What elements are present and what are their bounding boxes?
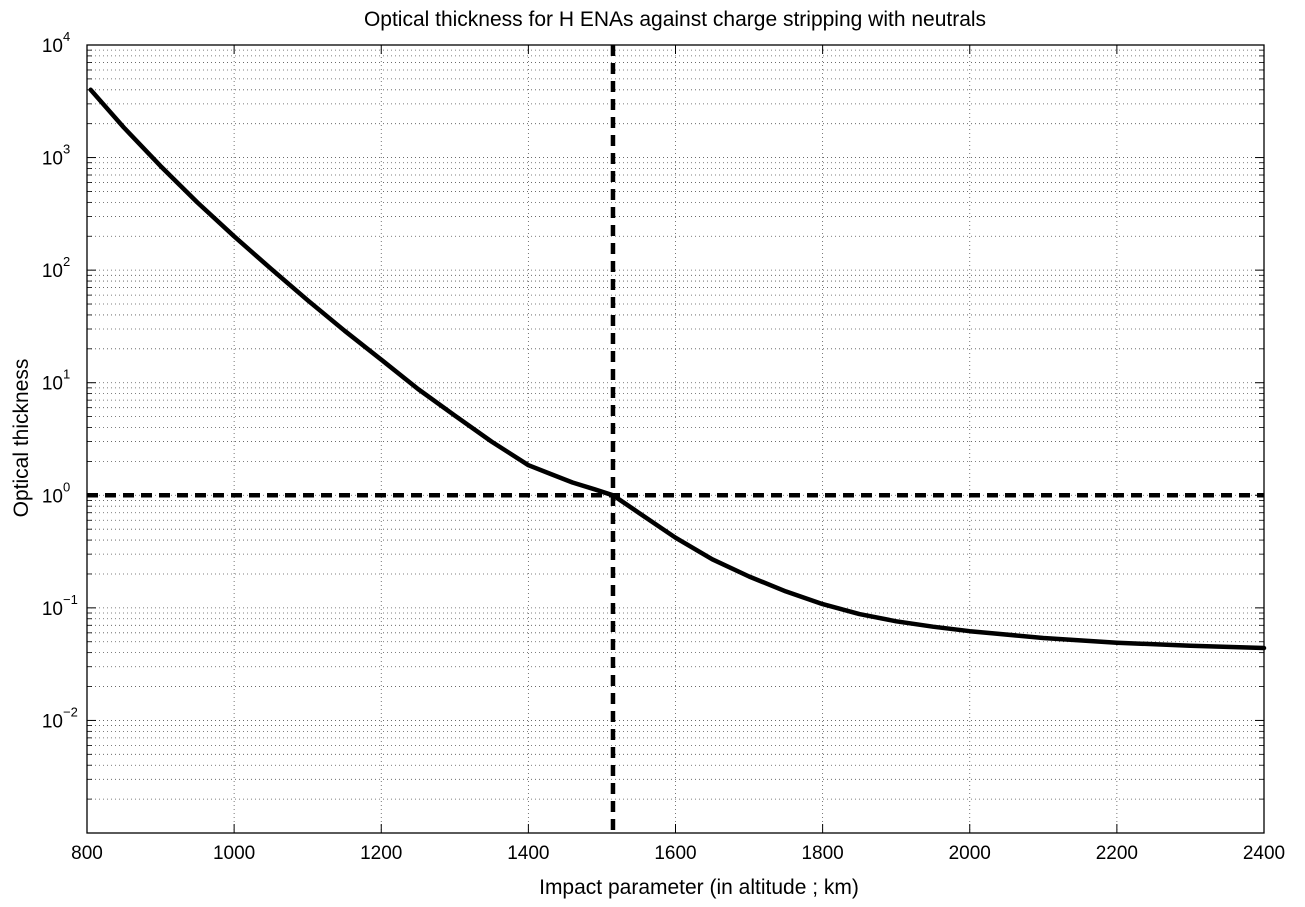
x-tick-label: 1800 <box>801 843 843 864</box>
y-tick-exponent: 2 <box>63 254 70 269</box>
x-tick-label: 2200 <box>1096 843 1138 864</box>
y-tick-label: 10 <box>42 599 63 620</box>
x-tick-label: 1600 <box>654 843 696 864</box>
series-layer <box>88 87 1267 651</box>
x-tick-labels: 800 1000 1200 1400 1600 1800 2000 2200 2400 <box>71 843 1285 864</box>
minor-gridlines <box>87 49 1264 800</box>
x-tick-label: 800 <box>71 843 103 864</box>
chart-title: Optical thickness for H ENAs against cha… <box>364 8 986 31</box>
y-tick-label: 10 <box>42 711 63 732</box>
y-tick-exponent: −1 <box>63 592 78 607</box>
x-tick-label: 1200 <box>360 843 402 864</box>
y-tick-exponent: 3 <box>63 142 70 157</box>
y-tick-exponent: 4 <box>63 29 70 44</box>
x-tick-label: 2400 <box>1243 843 1285 864</box>
y-tick-label: 10 <box>42 374 63 395</box>
x-axis-label: Impact parameter (in altitude ; km) <box>539 876 859 899</box>
x-tick-label: 1000 <box>213 843 255 864</box>
major-gridlines <box>87 45 1264 833</box>
series-line-1 <box>88 87 1267 651</box>
axis-ticks <box>86 45 1265 833</box>
y-tick-exponent: 0 <box>63 479 70 494</box>
y-tick-label: 10 <box>42 261 63 282</box>
y-tick-label: 10 <box>42 36 63 57</box>
y-tick-label: 10 <box>42 149 63 170</box>
plot-frame <box>86 44 1265 834</box>
y-axis-label: Optical thickness <box>10 359 33 518</box>
reference-lines <box>87 45 1264 833</box>
x-tick-label: 2000 <box>949 843 991 864</box>
y-tick-exponent: 1 <box>63 367 70 382</box>
x-tick-label: 1400 <box>507 843 549 864</box>
y-tick-label: 10 <box>42 486 63 507</box>
y-tick-exponent: −2 <box>63 704 78 719</box>
